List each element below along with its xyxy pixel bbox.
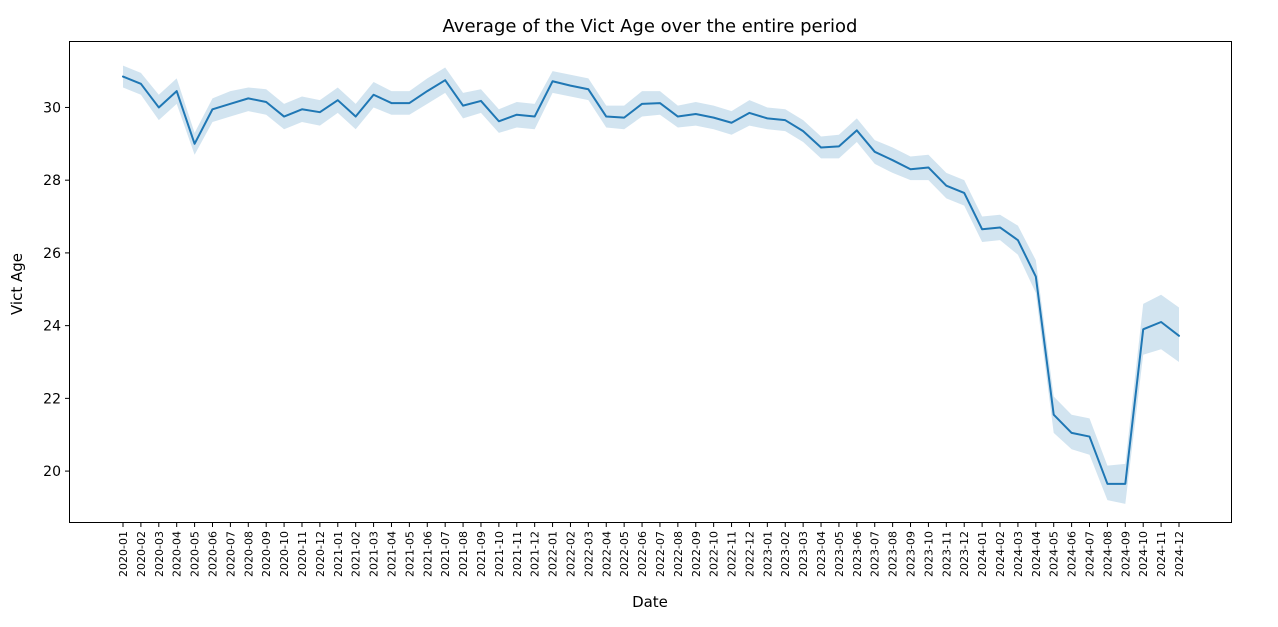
plot-frame [69, 41, 1232, 523]
x-tick-label: 2021-04 [385, 531, 398, 577]
x-tick-label: 2020-07 [224, 531, 237, 577]
x-tick-label: 2024-06 [1066, 531, 1079, 577]
y-tick-label: 22 [43, 391, 61, 407]
series-line [122, 75, 1180, 485]
x-tick-label: 2020-03 [153, 531, 166, 577]
x-tick-label: 2020-04 [171, 531, 184, 577]
x-tick-label: 2020-10 [278, 531, 291, 577]
x-tick-label: 2022-04 [600, 531, 613, 577]
x-tick-label: 2021-09 [475, 531, 488, 577]
x-tick-label: 2023-09 [905, 531, 918, 577]
x-tick-label: 2022-08 [672, 531, 685, 577]
x-tick-label: 2023-03 [797, 531, 810, 577]
x-tick-label: 2022-05 [618, 531, 631, 577]
x-tick-label: 2023-04 [815, 531, 828, 577]
x-tick-label: 2023-06 [851, 531, 864, 577]
y-tick-label: 28 [43, 173, 61, 189]
y-tick-label: 26 [43, 246, 61, 262]
x-tick-label: 2022-09 [690, 531, 703, 577]
x-tick-label: 2021-12 [529, 531, 542, 577]
x-tick-label: 2021-05 [403, 531, 416, 577]
x-tick-label: 2021-02 [350, 531, 363, 577]
x-tick-label: 2022-07 [654, 531, 667, 577]
x-tick-label: 2022-11 [726, 531, 739, 577]
x-tick-label: 2024-03 [1012, 531, 1025, 577]
x-tick-label: 2022-01 [547, 531, 560, 577]
x-tick-label: 2024-02 [994, 531, 1007, 577]
x-tick-label: 2022-02 [564, 531, 577, 577]
x-tick-label: 2020-05 [189, 531, 202, 577]
x-tick-label: 2024-04 [1030, 531, 1043, 577]
x-tick-label: 2023-02 [779, 531, 792, 577]
x-tick-label: 2020-11 [296, 531, 309, 577]
x-tick-label: 2024-08 [1101, 531, 1114, 577]
x-tick-label: 2024-09 [1119, 531, 1132, 577]
x-tick-label: 2023-11 [940, 531, 953, 577]
x-tick-label: 2020-08 [242, 531, 255, 577]
y-axis: 20 22 24 26 28 30 [43, 100, 70, 480]
x-tick-label: 2022-06 [636, 531, 649, 577]
x-tick-label: 2023-10 [922, 531, 935, 577]
x-tick-label: 2020-12 [314, 531, 327, 577]
x-tick-label: 2020-09 [260, 531, 273, 577]
x-tick-label: 2020-02 [135, 531, 148, 577]
x-tick-label: 2021-07 [439, 531, 452, 577]
plot-area [122, 65, 1180, 504]
x-tick-label: 2020-01 [117, 531, 130, 577]
x-tick-label: 2024-12 [1173, 531, 1186, 577]
x-tick-label: 2021-10 [493, 531, 506, 577]
x-tick-label: 2024-01 [976, 531, 989, 577]
x-tick-label: 2024-10 [1137, 531, 1150, 577]
x-tick-label: 2023-07 [869, 531, 882, 577]
x-axis-label: Date [632, 593, 668, 611]
confidence-band [123, 65, 1179, 504]
x-tick-label: 2023-05 [833, 531, 846, 577]
x-tick-label: 2021-03 [368, 531, 381, 577]
y-tick-label: 24 [43, 319, 61, 335]
x-tick-label: 2023-01 [761, 531, 774, 577]
y-tick-label: 30 [43, 100, 61, 116]
x-tick-label: 2022-10 [708, 531, 721, 577]
chart-title: Average of the Vict Age over the entire … [443, 16, 858, 37]
x-tick-label: 2023-08 [887, 531, 900, 577]
x-tick-label: 2023-12 [958, 531, 971, 577]
x-tick-label: 2022-12 [743, 531, 756, 577]
x-tick-label: 2021-01 [332, 531, 345, 577]
x-tick-label: 2024-11 [1155, 531, 1168, 577]
y-axis-label: Vict Age [8, 253, 26, 315]
x-tick-label: 2021-11 [511, 531, 524, 577]
x-tick-label: 2021-08 [457, 531, 470, 577]
x-tick-label: 2024-07 [1084, 531, 1097, 577]
x-tick-label: 2024-05 [1048, 531, 1061, 577]
x-axis: 2020-01 2020-02 2020-03 2020-04 2020-05 2020-… [117, 522, 1186, 577]
x-tick-label: 2020-06 [206, 531, 219, 577]
x-tick-label: 2021-06 [421, 531, 434, 577]
y-tick-label: 20 [43, 464, 61, 480]
x-tick-label: 2022-03 [582, 531, 595, 577]
